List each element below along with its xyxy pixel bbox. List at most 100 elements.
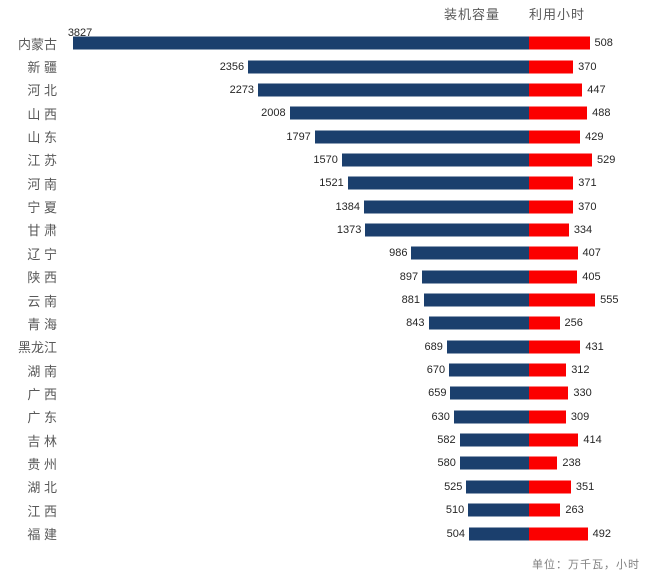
hours-value: 312 (571, 364, 590, 377)
category-label: 湖 北 (27, 480, 57, 496)
capacity-value: 897 (399, 270, 419, 283)
hours-value: 330 (573, 387, 592, 400)
chart-row: 吉 林 582 414 (0, 428, 654, 451)
hours-value: 492 (592, 527, 611, 540)
capacity-value: 986 (389, 247, 408, 260)
capacity-bar (446, 340, 529, 354)
hours-bar (529, 386, 569, 400)
capacity-bar (411, 246, 529, 260)
hours-value: 309 (570, 410, 590, 423)
chart-row: 陕 西 897 405 (0, 265, 654, 288)
category-label: 广 东 (27, 410, 57, 426)
hours-bar (529, 60, 574, 74)
chart-row: 青 海 843 256 (0, 312, 654, 335)
hours-bar (529, 363, 567, 377)
category-label: 广 西 (27, 386, 57, 402)
hours-value: 431 (585, 340, 604, 353)
category-label: 湖 南 (27, 363, 57, 379)
chart-row: 云 南 881 555 (0, 288, 654, 311)
hours-bar (529, 153, 593, 167)
hours-bar (529, 503, 561, 517)
category-label: 山 东 (27, 130, 57, 146)
hours-bar (529, 246, 578, 260)
hours-value: 334 (573, 223, 593, 236)
hours-bar (529, 316, 560, 330)
hours-value: 447 (587, 83, 606, 96)
hours-value: 405 (582, 270, 601, 283)
category-label: 甘 肃 (27, 223, 57, 239)
capacity-value: 843 (406, 317, 425, 330)
capacity-bar (468, 503, 529, 517)
capacity-value: 2008 (261, 107, 286, 120)
category-label: 江 苏 (27, 153, 57, 169)
capacity-bar (364, 200, 529, 214)
category-label: 贵 州 (27, 456, 57, 472)
capacity-bar (423, 293, 529, 307)
chart-row: 广 西 659 330 (0, 382, 654, 405)
chart-row: 江 西 510 263 (0, 499, 654, 522)
chart-row: 辽 宁 986 407 (0, 242, 654, 265)
capacity-bar (466, 480, 529, 494)
chart-row: 江 苏 1570 529 (0, 148, 654, 171)
capacity-bar (314, 130, 529, 144)
capacity-value: 881 (401, 294, 420, 307)
hours-value: 429 (585, 130, 604, 143)
chart-row: 广 东 630 309 (0, 405, 654, 428)
hours-value: 407 (582, 247, 601, 260)
capacity-value: 510 (445, 504, 465, 517)
hours-value: 414 (583, 434, 602, 447)
category-label: 新 疆 (27, 60, 57, 76)
chart-row: 甘 肃 1373 334 (0, 218, 654, 241)
hours-value: 370 (578, 60, 597, 73)
legend-hours-label: 利用小时 (529, 7, 586, 22)
capacity-bar (428, 316, 529, 330)
capacity-value: 630 (431, 410, 450, 423)
hours-bar (529, 340, 581, 354)
hours-bar (529, 293, 596, 307)
hours-value: 263 (565, 504, 584, 517)
hours-bar (529, 270, 578, 284)
unit-note: 单位：万千瓦，小时 (532, 559, 640, 571)
legend-capacity-label: 装机容量 (444, 7, 501, 22)
capacity-value: 525 (444, 480, 463, 493)
category-label: 吉 林 (27, 433, 57, 449)
hours-value: 371 (578, 177, 597, 190)
capacity-bar (289, 106, 529, 120)
chart-row: 山 西 2008 488 (0, 102, 654, 125)
category-label: 宁 夏 (27, 200, 57, 216)
capacity-bar (459, 456, 529, 470)
hours-bar (529, 433, 579, 447)
chart-row: 贵 州 580 238 (0, 452, 654, 475)
category-label: 河 南 (27, 176, 57, 192)
capacity-bar (72, 36, 529, 50)
capacity-value: 1570 (313, 153, 338, 166)
hours-value: 488 (592, 107, 611, 120)
hours-value: 370 (578, 200, 597, 213)
capacity-value: 3827 (67, 26, 93, 39)
hours-bar (529, 223, 569, 237)
category-label: 青 海 (27, 316, 57, 332)
capacity-bar (248, 60, 529, 74)
chart-row: 福 建 504 492 (0, 522, 654, 545)
chart-row: 河 北 2273 447 (0, 78, 654, 101)
capacity-bar (450, 386, 529, 400)
capacity-bar (365, 223, 529, 237)
hours-value: 508 (594, 37, 613, 50)
category-label: 山 西 (27, 106, 57, 122)
hours-value: 256 (564, 317, 583, 330)
chart-row: 湖 南 670 312 (0, 358, 654, 381)
hours-value: 529 (597, 153, 616, 166)
hours-bar (529, 410, 566, 424)
capacity-bar (258, 83, 529, 97)
hours-bar (529, 130, 581, 144)
hours-bar (529, 36, 590, 50)
chart-row: 宁 夏 1384 370 (0, 195, 654, 218)
capacity-value: 2356 (219, 60, 245, 73)
category-label: 陕 西 (27, 270, 57, 286)
capacity-value: 1373 (336, 223, 362, 236)
capacity-value: 689 (424, 340, 443, 353)
capacity-bar (459, 433, 529, 447)
hours-value: 351 (575, 480, 595, 493)
